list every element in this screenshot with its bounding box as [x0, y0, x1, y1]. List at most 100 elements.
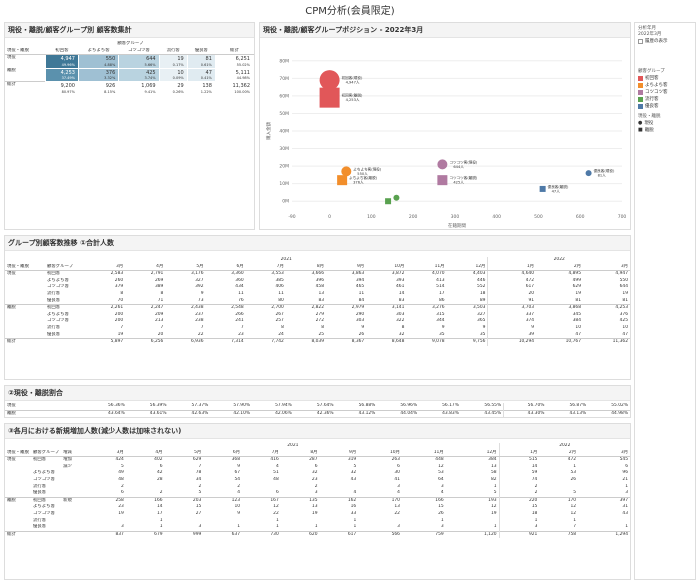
summary-cell: 644 5.66% [118, 54, 160, 69]
value-cell [539, 484, 578, 491]
total-cell: 6,256 [125, 338, 166, 346]
value-cell: 89 [479, 297, 486, 303]
legend-item[interactable]: 初回客 [635, 75, 695, 82]
value-cell: 64 [438, 476, 444, 482]
value-cell: 3,360 [231, 271, 244, 277]
history-toggle[interactable]: 履歴の表示 [635, 38, 695, 45]
value-cell: 8 [401, 324, 405, 330]
value-cell: 17 [156, 510, 163, 516]
row-header: 現役・離脱 [5, 263, 45, 272]
row-label [61, 470, 87, 477]
value-cell: 15 [438, 504, 444, 510]
point-label: 優良客(現役) [594, 168, 615, 173]
date-filter-label: 分析年月 [638, 26, 656, 31]
row-label [5, 511, 31, 518]
value-cell: 56.70% [503, 403, 547, 411]
value-cell: 12 [570, 504, 577, 510]
row-label [5, 524, 31, 531]
value-cell: 35 [479, 331, 486, 337]
value-cell [578, 518, 630, 525]
scatter-point[interactable] [337, 175, 348, 186]
total-cell: 8,367 [326, 338, 367, 346]
legend-label: よちよち客 [645, 83, 668, 88]
value-cell: 384 [488, 457, 497, 463]
status-legend-item[interactable]: ■ 離脱 [635, 127, 695, 134]
value-cell: 5 [121, 463, 124, 469]
legend-item[interactable]: 流行客 [635, 96, 695, 103]
total-row: 総計 5,897 6,256 6,936 7,314 7,742 8,039 8,367 8,6… [5, 338, 630, 346]
value-cell: 269 [154, 277, 164, 283]
color-swatch-icon [638, 90, 643, 95]
summary-row: 離脱 4,253 37.49% 376 3.32% 425 3.74% 10 0.09% 47 0.… [5, 67, 255, 83]
value-cell: 10 [575, 324, 582, 330]
value-cell: 344 [436, 318, 445, 324]
summary-header-row: 現役・離脱 初回客 よちよち客 コツコツ客 流行客 優良客 総計 [5, 47, 254, 56]
row-label: よちよち客 [33, 470, 55, 476]
value-cell: 384 [572, 318, 582, 324]
cell-percent: 5.66% [144, 62, 156, 67]
scatter-point[interactable] [341, 166, 352, 177]
row-label: 総計 [5, 81, 46, 96]
value-cell: 2 [237, 483, 241, 489]
value-cell: 376 [619, 311, 628, 317]
position-scatter-chart: 0M 10M 20M 30M 40M 50M 60M 70M 80M -90 0 100 200 300 4… [265, 58, 627, 229]
value-cell: 193 [488, 497, 497, 503]
row-label [61, 524, 87, 531]
row-label [5, 278, 45, 285]
scatter-point[interactable] [319, 87, 340, 108]
row-label [31, 464, 61, 471]
value-cell: 365 [477, 318, 486, 324]
scatter-point[interactable] [539, 185, 546, 192]
scatter-point[interactable] [585, 170, 592, 177]
scatter-point[interactable] [393, 194, 400, 201]
value-cell: 315 [436, 311, 445, 317]
x-tick-label: 600 [576, 214, 585, 220]
newcust-table: 2021 2022 現役・離脱 顧客グループ 増減 3月 4月 5月 6月 7月 8月 9月 10月 11… [5, 443, 630, 539]
value-cell: 3,863 [351, 271, 365, 277]
trend-title: グループ別顧客数推移 ①合計人数 [5, 236, 630, 251]
cell-percent: 4.88% [104, 62, 116, 67]
summary-cell: 9,200 80.97% [44, 81, 79, 96]
value-cell: 1 [237, 524, 241, 530]
cell-value: 4,253 [60, 69, 75, 76]
x-tick-label: 700 [618, 214, 627, 220]
data-row: コツコツ客 48 28 34 54 48 23 43 41 64 82 74 26 21 [5, 476, 630, 484]
scatter-point[interactable] [319, 70, 340, 91]
legend-item[interactable]: よちよち客 [635, 82, 695, 89]
value-cell: 1 [493, 524, 497, 530]
value-cell: 32 [398, 331, 405, 337]
checkbox-icon[interactable] [638, 39, 643, 44]
value-cell: 303 [395, 311, 405, 317]
value-cell: 43.64% [108, 410, 125, 416]
value-cell: 3,141 [391, 305, 405, 311]
scatter-point[interactable] [385, 198, 392, 205]
summary-cell: 4,253 37.49% [44, 67, 79, 83]
scatter-point[interactable] [437, 175, 448, 186]
y-tick-label: 40M [279, 129, 289, 135]
cell-value: 19 [177, 56, 184, 63]
row-label [5, 284, 45, 291]
value-cell: 4,253 [615, 305, 628, 311]
value-cell: 303 [355, 318, 365, 324]
value-cell: 6 [625, 463, 628, 469]
status-legend-item[interactable]: ● 現役 [635, 120, 695, 127]
value-cell: 53 [570, 470, 577, 476]
value-cell: 35 [438, 331, 445, 337]
row-label: 現役 [7, 55, 16, 61]
value-cell: 319 [347, 457, 357, 463]
total-cell: 620 [280, 530, 320, 539]
legend-label: 優良客 [645, 104, 659, 109]
scatter-point[interactable] [437, 159, 448, 170]
point-label: 初回客(離脱) [342, 93, 363, 98]
date-filter-value[interactable]: 2022年3月 [638, 32, 662, 37]
total-cell: 8,648 [366, 338, 407, 346]
ratio-panel: ②現役・離脱割合 現役 56.36% 56.39% 57.37% 57.90% 57.94… [4, 385, 631, 418]
total-cell: 617 [319, 530, 359, 539]
legend-item[interactable]: 優良客 [635, 103, 695, 110]
legend-item[interactable]: コツコツ客 [635, 89, 695, 96]
value-cell: 629 [572, 284, 582, 290]
value-cell: 170 [391, 497, 400, 503]
summary-cell: 29 0.26% [158, 81, 188, 96]
value-cell: 24 [278, 331, 284, 337]
value-cell: 39 [487, 331, 537, 339]
